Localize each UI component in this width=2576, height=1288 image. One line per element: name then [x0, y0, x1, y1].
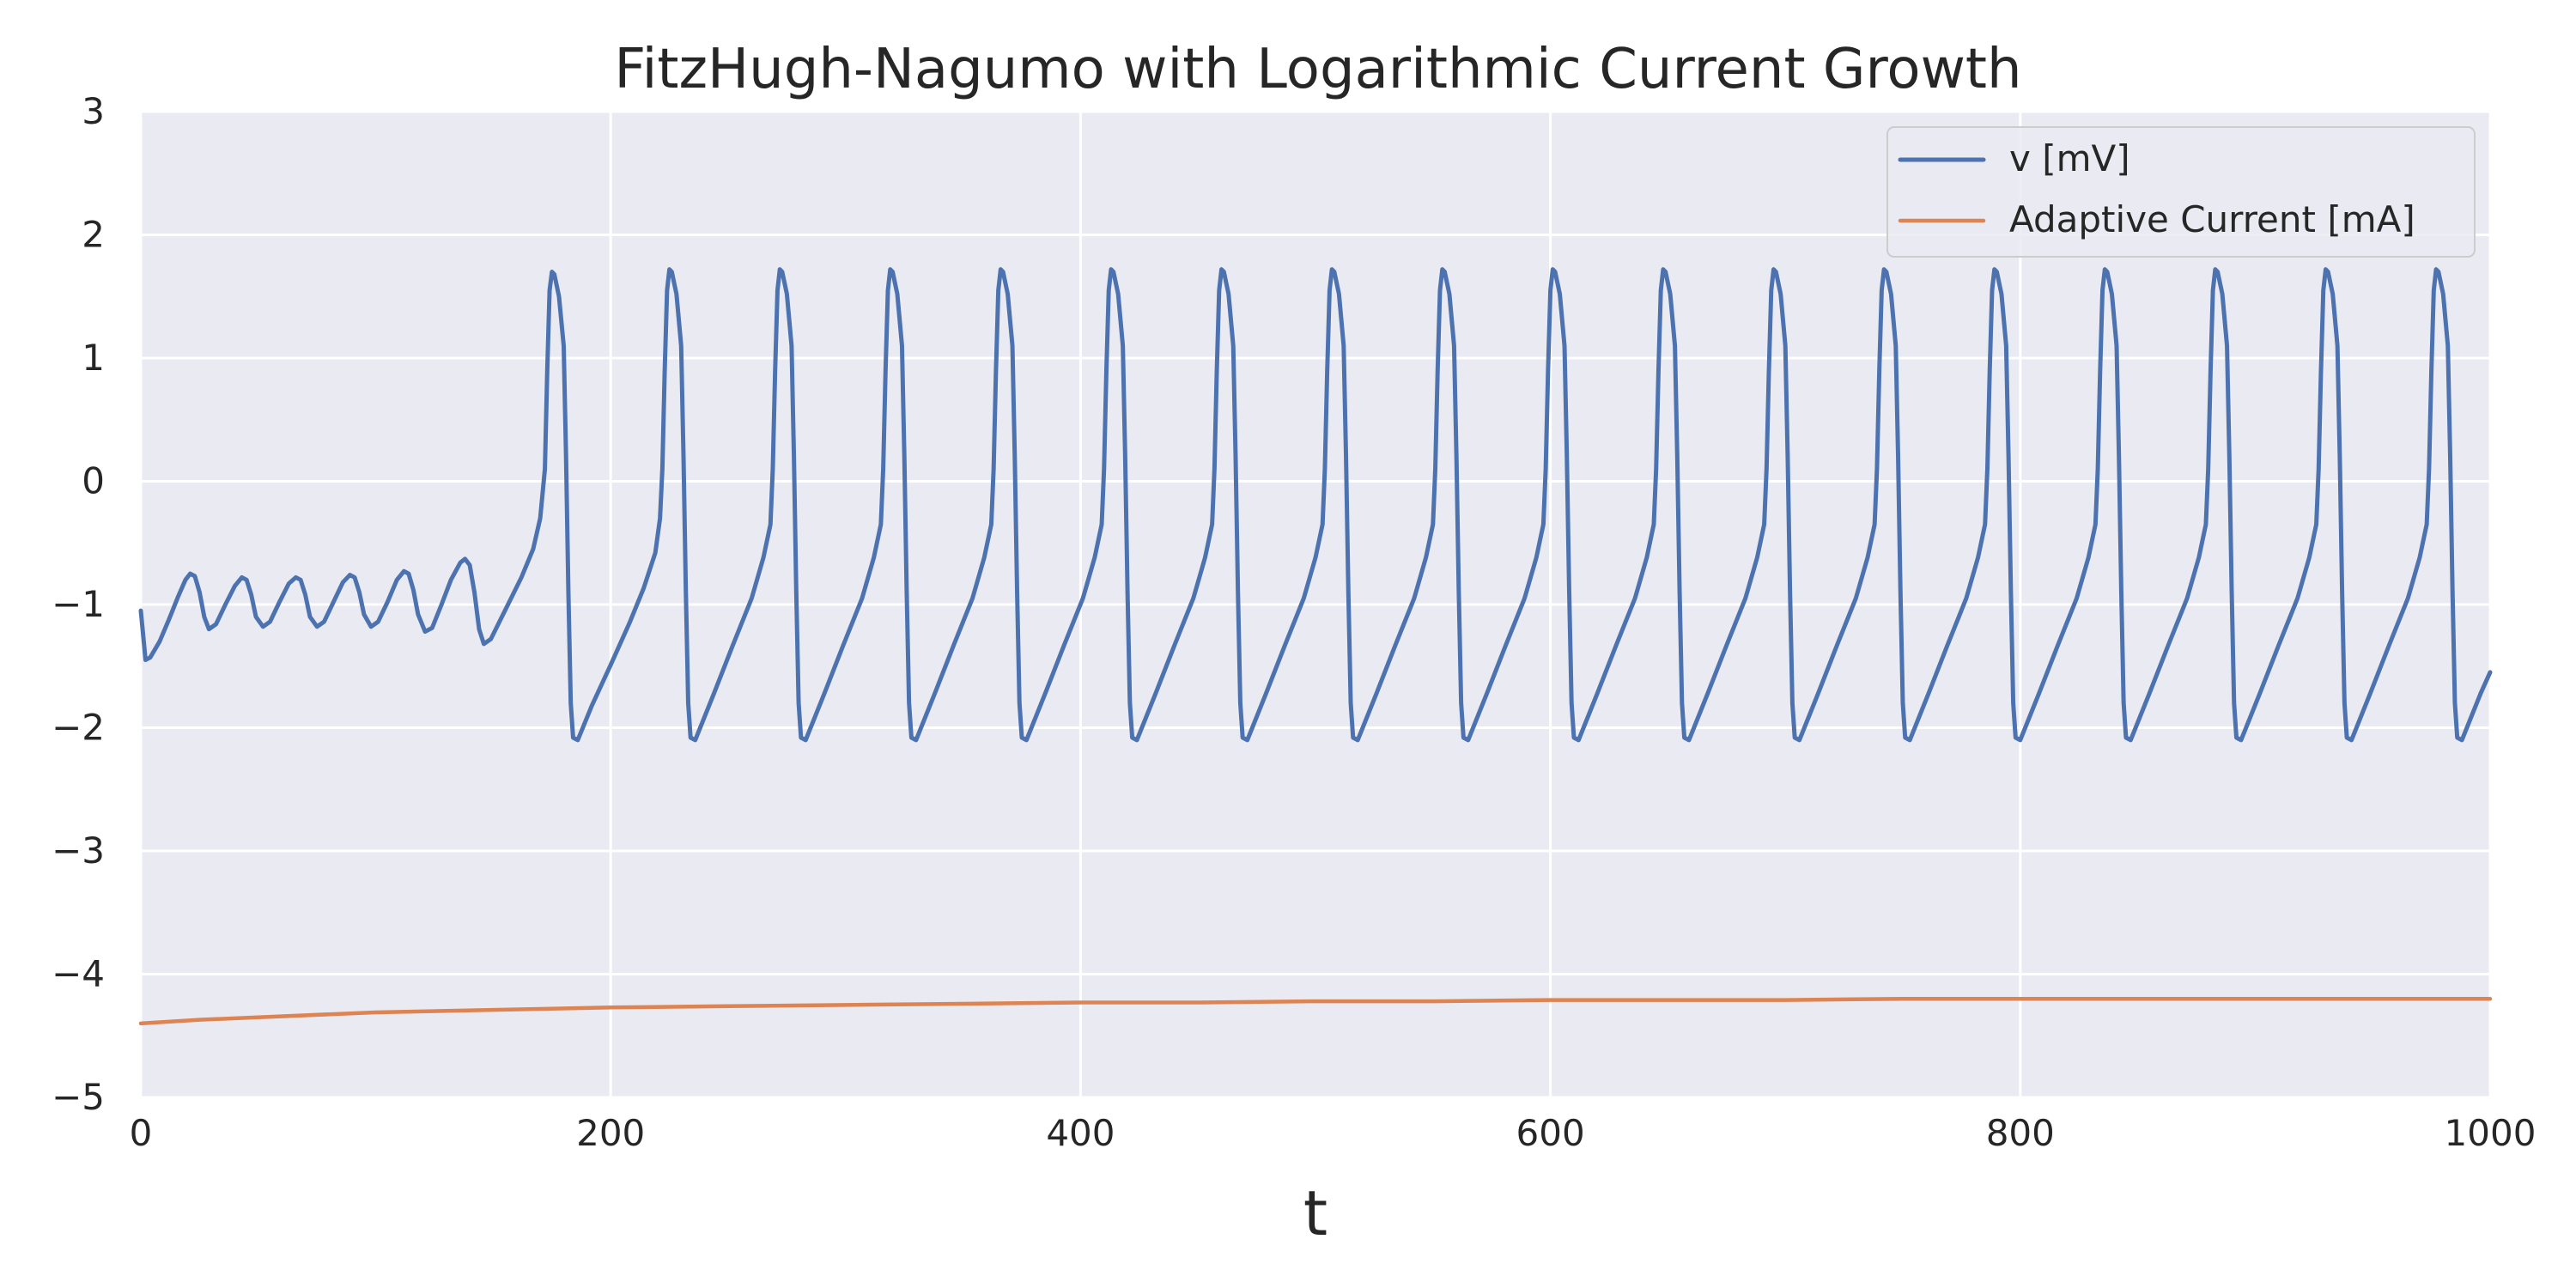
y-tick-label-5: 0 — [82, 460, 105, 502]
y-tick-label-8: 3 — [82, 90, 105, 132]
x-tick-label-0: 0 — [130, 1112, 153, 1154]
chart-title: FitzHugh-Nagumo with Logarithmic Current… — [614, 38, 2021, 101]
y-gridlines — [141, 110, 2490, 1099]
y-tick-labels: −5 −4 −3 −2 −1 0 1 2 3 — [52, 90, 105, 1118]
series-line-v — [138, 267, 2493, 743]
x-tick-label-4: 800 — [1986, 1112, 2055, 1154]
legend-box — [1886, 126, 2476, 258]
series-layer — [138, 267, 2493, 1026]
y-tick-label-6: 1 — [82, 337, 105, 379]
x-tick-label-1: 200 — [576, 1112, 645, 1154]
y-tick-label-3: −2 — [52, 707, 105, 749]
y-tick-label-4: −1 — [52, 583, 105, 625]
y-tick-label-7: 2 — [82, 214, 105, 256]
legend-label-current: Adaptive Current [mA] — [2009, 198, 2415, 240]
legend-label-v: v [mV] — [2009, 137, 2130, 179]
x-tick-label-5: 1000 — [2445, 1112, 2537, 1154]
legend: v [mV] Adaptive Current [mA] — [1886, 126, 2476, 258]
series-line-current — [138, 996, 2493, 1026]
y-tick-label-1: −4 — [52, 953, 105, 995]
x-axis-label: t — [1303, 1177, 1327, 1249]
x-tick-label-2: 400 — [1046, 1112, 1115, 1154]
x-tick-labels: 0 200 400 600 800 1000 — [130, 1112, 2537, 1154]
y-tick-label-0: −5 — [52, 1076, 105, 1118]
x-tick-label-3: 600 — [1516, 1112, 1585, 1154]
y-tick-label-2: −3 — [52, 829, 105, 872]
